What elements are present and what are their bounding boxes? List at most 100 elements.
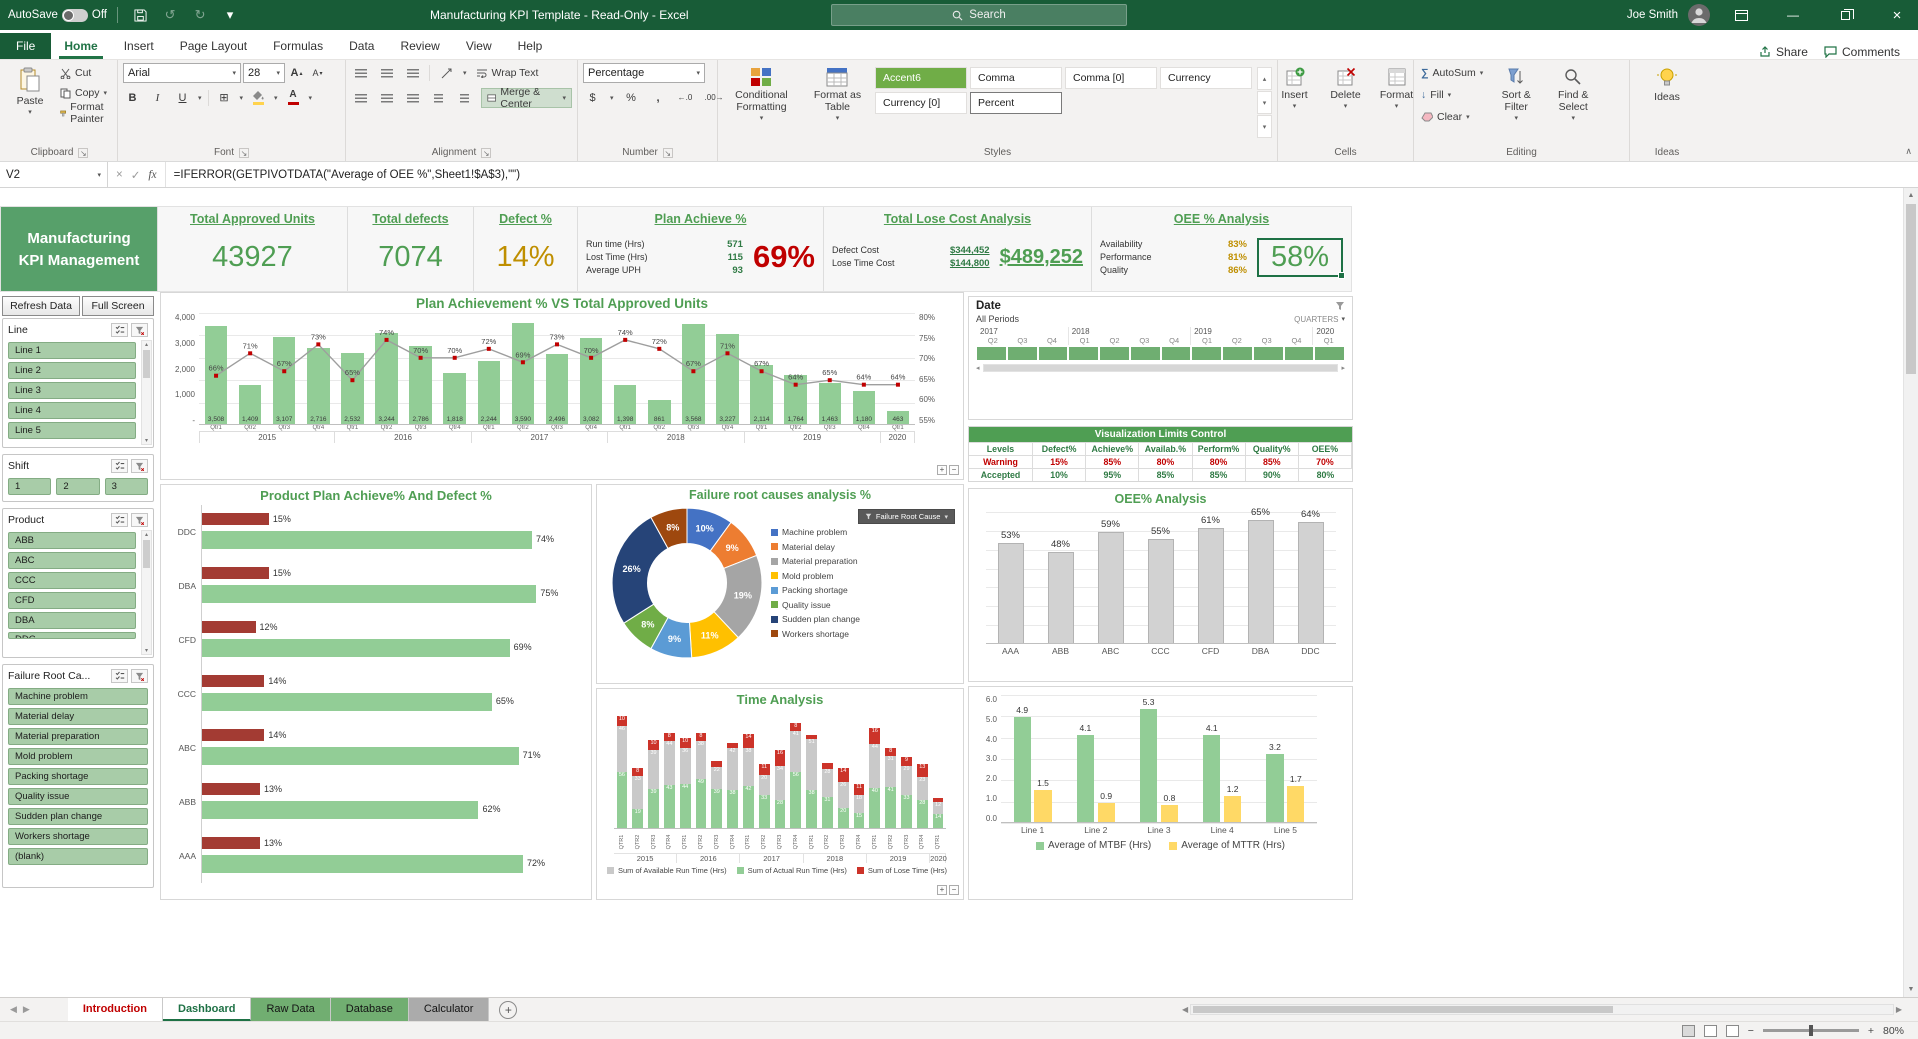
cell-style-currency[interactable]: Currency <box>1160 67 1252 89</box>
timeline-selected-cell[interactable] <box>1069 347 1098 360</box>
slicer-item-ddc[interactable]: DDC <box>8 632 136 639</box>
timeline-selected-cell[interactable] <box>1192 347 1221 360</box>
slicer-item-line-3[interactable]: Line 3 <box>8 382 136 399</box>
wrap-text-button[interactable]: Wrap Text <box>474 63 541 83</box>
ribbon-display-options-icon[interactable] <box>1720 0 1762 30</box>
ribbon-tab-review[interactable]: Review <box>400 39 440 53</box>
slicer-scrollbar[interactable]: ▴ ▾ <box>141 530 152 655</box>
clear-date-filter-icon[interactable] <box>1335 301 1345 311</box>
increase-decimal-icon[interactable]: ←.0 <box>677 93 693 102</box>
font-family-select[interactable]: Arial ▾ <box>123 63 241 83</box>
zoom-in-icon[interactable]: + <box>1867 1024 1874 1037</box>
timeline-selected-cell[interactable] <box>1284 347 1314 360</box>
refresh-data-button[interactable]: Refresh Data <box>2 296 80 316</box>
share-button[interactable]: Share <box>1759 45 1808 59</box>
quick-access-dropdown-icon[interactable]: ▾ <box>218 3 242 27</box>
scroll-down-icon[interactable]: ▼ <box>1907 986 1915 993</box>
slicer-item-ccc[interactable]: CCC <box>8 572 136 589</box>
horizontal-scrollbar[interactable] <box>1190 1004 1894 1015</box>
slicer-scrollbar[interactable]: ▴ ▾ <box>141 340 152 445</box>
zoom-slider[interactable] <box>1762 1025 1859 1036</box>
cut-button[interactable]: Cut <box>58 63 112 83</box>
name-box-dropdown-icon[interactable]: ▾ <box>97 171 101 179</box>
avatar[interactable] <box>1688 4 1710 26</box>
format-painter-button[interactable]: Format Painter <box>58 101 112 125</box>
new-sheet-button[interactable]: + <box>499 1000 518 1019</box>
undo-icon[interactable]: ↺ <box>158 3 182 27</box>
ribbon-tab-home[interactable]: Home <box>51 33 110 59</box>
slicer-item-dba[interactable]: DBA <box>8 612 136 629</box>
ribbon-tab-formulas[interactable]: Formulas <box>273 39 324 53</box>
comments-button[interactable]: Comments <box>1824 45 1900 59</box>
slicer-item-2[interactable]: 2 <box>56 478 100 495</box>
clear-filter-icon[interactable] <box>131 669 148 683</box>
formula-input[interactable]: =IFERROR(GETPIVOTDATA("Average of OEE %"… <box>173 168 521 181</box>
sheet-nav-left-icon[interactable]: ◀ <box>10 1004 17 1014</box>
cell-style-currency-0[interactable]: Currency [0] <box>875 92 967 114</box>
timeline-selected-cell[interactable] <box>977 347 1006 360</box>
alignment-dialog-launcher-icon[interactable]: ↘ <box>481 147 492 158</box>
decrease-font-icon[interactable]: A ▾ <box>312 68 323 78</box>
slicer-item-abb[interactable]: ABB <box>8 532 136 549</box>
clear-filter-icon[interactable] <box>131 513 148 527</box>
save-icon[interactable] <box>128 3 152 27</box>
slicer-item-packing-shortage[interactable]: Packing shortage <box>8 768 148 785</box>
multi-select-icon[interactable] <box>111 323 128 337</box>
orientation-icon[interactable] <box>437 64 456 83</box>
failure-root-cause-field-button[interactable]: Failure Root Cause ▾ <box>857 509 955 524</box>
restore-button[interactable] <box>1824 0 1866 30</box>
enter-icon[interactable]: ✓ <box>130 169 141 182</box>
slicer-item-workers-shortage[interactable]: Workers shortage <box>8 828 148 845</box>
ideas-button[interactable]: Ideas <box>1644 63 1690 105</box>
italic-button[interactable]: I <box>155 91 160 104</box>
align-bottom-icon[interactable] <box>403 64 422 83</box>
timeline-selected-cell[interactable] <box>1223 347 1252 360</box>
slicer-item-quality-issue[interactable]: Quality issue <box>8 788 148 805</box>
comma-style-icon[interactable]: , <box>656 91 660 104</box>
hscroll-right-icon[interactable]: ▶ <box>1895 1005 1902 1014</box>
align-center-icon[interactable] <box>377 89 396 108</box>
copy-button[interactable]: Copy ▾ <box>58 83 112 103</box>
align-top-icon[interactable] <box>351 64 370 83</box>
slicer-item-cfd[interactable]: CFD <box>8 592 136 609</box>
paste-button[interactable]: Paste ▾ <box>7 63 53 119</box>
page-break-view-icon[interactable] <box>1725 1024 1739 1037</box>
pivot-expand-icon[interactable]: + <box>937 885 947 895</box>
fill-button[interactable]: ↓ Fill ▾ <box>1421 89 1452 101</box>
sheet-tab-dashboard[interactable]: Dashboard <box>163 998 252 1021</box>
borders-icon[interactable]: ⊞ <box>219 92 229 104</box>
zoom-level[interactable]: 80% <box>1882 1024 1904 1037</box>
timeline-selected-cell[interactable] <box>1315 347 1344 360</box>
timeline-scroll-right-icon[interactable]: ▸ <box>1341 365 1345 372</box>
clear-filter-icon[interactable] <box>131 459 148 473</box>
align-left-icon[interactable] <box>351 89 370 108</box>
slicer-item-abc[interactable]: ABC <box>8 552 136 569</box>
slicer-item-material-delay[interactable]: Material delay <box>8 708 148 725</box>
increase-indent-icon[interactable] <box>455 89 474 108</box>
cell-style-comma-0[interactable]: Comma [0] <box>1065 67 1157 89</box>
sheet-tab-database[interactable]: Database <box>330 998 409 1021</box>
vertical-scroll-thumb[interactable] <box>1906 204 1916 374</box>
ribbon-tab-insert[interactable]: Insert <box>123 39 154 53</box>
slicer-item-mold-problem[interactable]: Mold problem <box>8 748 148 765</box>
slicer-item-material-preparation[interactable]: Material preparation <box>8 728 148 745</box>
delete-cells-button[interactable]: Delete ▾ <box>1323 63 1369 113</box>
timeline-selected-cell[interactable] <box>1038 347 1068 360</box>
full-screen-button[interactable]: Full Screen <box>82 296 154 316</box>
merge-center-button[interactable]: Merge & Center ▾ <box>481 86 572 110</box>
multi-select-icon[interactable] <box>111 459 128 473</box>
timeline-scrollbar[interactable] <box>982 364 1339 372</box>
autosum-button[interactable]: ∑ AutoSum ▾ <box>1421 67 1484 79</box>
slicer-item-line-5[interactable]: Line 5 <box>8 422 136 439</box>
multi-select-icon[interactable] <box>111 513 128 527</box>
gallery-down-icon[interactable]: ▾ <box>1257 91 1272 114</box>
slicer-item-line-2[interactable]: Line 2 <box>8 362 136 379</box>
zoom-out-icon[interactable]: − <box>1747 1024 1754 1037</box>
increase-font-icon[interactable]: A ▴ <box>290 67 303 79</box>
gallery-up-icon[interactable]: ▴ <box>1257 67 1272 90</box>
find-select-button[interactable]: Find & Select ▾ <box>1547 63 1599 125</box>
sheet-nav-right-icon[interactable]: ▶ <box>22 1004 30 1014</box>
font-color-icon[interactable]: A <box>284 88 303 107</box>
number-dialog-launcher-icon[interactable]: ↘ <box>662 147 673 158</box>
minimize-button[interactable]: — <box>1787 8 1799 22</box>
